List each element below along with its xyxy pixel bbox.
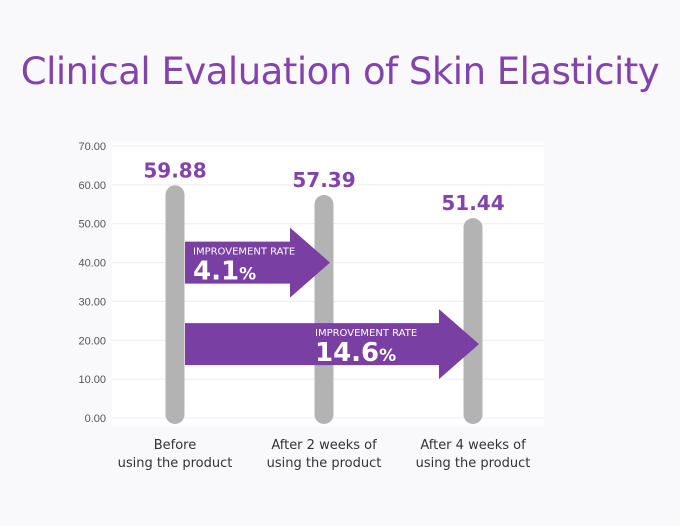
category-label: using the product [118,456,233,471]
category-label: Before [154,438,197,453]
y-tick-label: 60.00 [78,180,106,192]
improvement-rate-caption: IMPROVEMENT RATE [193,247,295,258]
bar [463,218,483,424]
y-tick-label: 50.00 [78,219,106,231]
improvement-rate-number: 4.1 [193,257,239,287]
page-title: Clinical Evaluation of Skin Elasticity [20,50,660,93]
y-tick-label: 40.00 [78,258,106,270]
improvement-rate-unit: % [239,265,256,285]
value-label: 51.44 [441,191,504,215]
improvement-rate-number: 14.6 [315,338,379,368]
category-label: After 2 weeks of [271,438,377,453]
category-label: using the product [267,456,382,471]
improvement-rate-unit: % [379,346,396,366]
y-axis-ticks: 0.00 10.00 20.00 30.00 40.00 50.00 60.00 70.00 [78,141,106,425]
category-label: using the product [416,456,531,471]
improvement-rate-value: 14.6% [315,338,396,368]
value-labels: 59.88 57.39 51.44 [143,158,504,215]
bar [165,185,185,424]
y-tick-label: 30.00 [78,296,106,308]
y-tick-label: 70.00 [78,141,106,153]
value-label: 57.39 [292,168,355,192]
value-label: 59.88 [143,158,206,182]
bar [314,194,334,424]
improvement-arrow [185,227,330,298]
improvement-arrow [185,309,479,380]
y-tick-label: 10.00 [78,374,106,386]
improvement-rate-value: 4.1% [193,257,256,287]
y-tick-label: 0.00 [85,413,106,425]
improvement-rate-caption: IMPROVEMENT RATE [315,328,417,339]
y-tick-label: 20.00 [78,335,106,347]
category-label: After 4 weeks of [420,438,526,453]
bars [165,185,483,424]
category-labels: Before using the product After 2 weeks of u… [118,438,531,471]
